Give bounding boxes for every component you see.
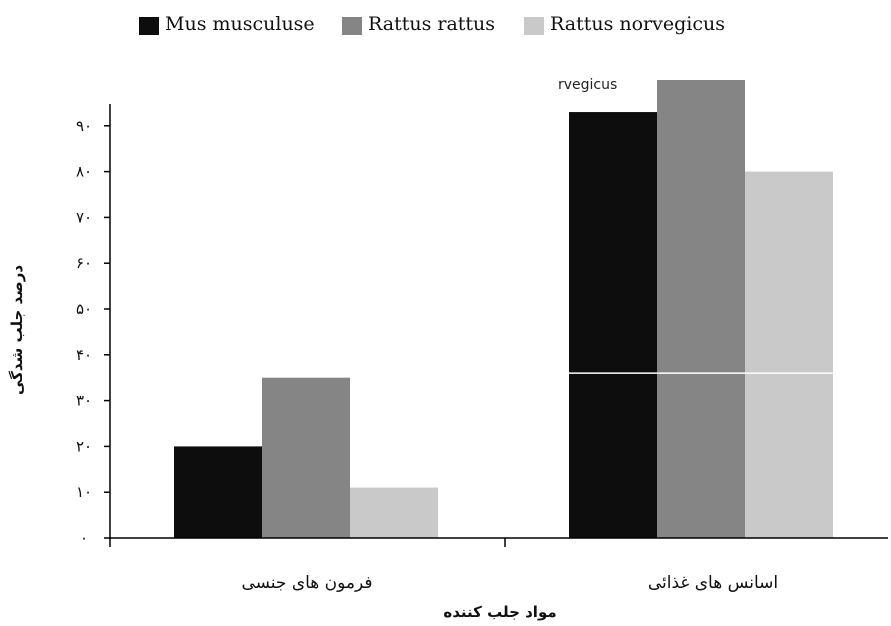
y-axis: ۰ ۱۰ ۲۰ ۳۰ ۴۰ ۵۰ ۶۰ ۷۰ ۸۰ ۹۰ xyxy=(76,104,111,547)
legend-swatch xyxy=(139,17,159,35)
y-tick-label: ۵۰ xyxy=(76,300,92,318)
bar-rattus-rattus-0 xyxy=(262,377,350,538)
y-tick-label: ۳۰ xyxy=(76,392,92,410)
bars-group xyxy=(174,80,833,538)
y-tick-label: ۱۰ xyxy=(76,483,92,501)
x-tick-label: فرمون های جنسی xyxy=(241,573,372,593)
x-axis-title: مواد جلب کننده xyxy=(443,603,556,621)
x-tick-label: اسانس های غذائی xyxy=(648,573,778,593)
y-tick-label: ۹۰ xyxy=(76,117,92,135)
y-axis-title: درصد جلب شدگی xyxy=(8,265,26,395)
y-tick-label: ۲۰ xyxy=(76,437,92,455)
bar-mus-musculuse-1 xyxy=(569,112,657,538)
legend-swatch xyxy=(342,17,362,35)
legend-swatch xyxy=(524,17,544,35)
legend-label: Rattus norvegicus xyxy=(550,13,725,35)
legend-label: Rattus rattus xyxy=(368,13,495,35)
stray-label: rvegicus xyxy=(558,77,617,93)
bar-rattus-norvegicus-0 xyxy=(350,487,438,538)
bar-rattus-norvegicus-1 xyxy=(745,171,833,538)
legend-label: Mus musculuse xyxy=(165,13,315,35)
y-tick-label: ۷۰ xyxy=(76,208,92,226)
y-tick-label: ۰ xyxy=(80,529,88,547)
bar-rattus-rattus-1 xyxy=(657,80,745,538)
x-axis: فرمون های جنسی اسانس های غذائی xyxy=(109,537,888,593)
y-tick-label: ۴۰ xyxy=(76,346,92,364)
legend: Mus musculuse Rattus rattus Rattus norvegi… xyxy=(139,13,725,35)
y-tick-label: ۶۰ xyxy=(76,254,92,272)
y-tick-label: ۸۰ xyxy=(76,163,92,181)
bar-mus-musculuse-0 xyxy=(174,446,262,538)
